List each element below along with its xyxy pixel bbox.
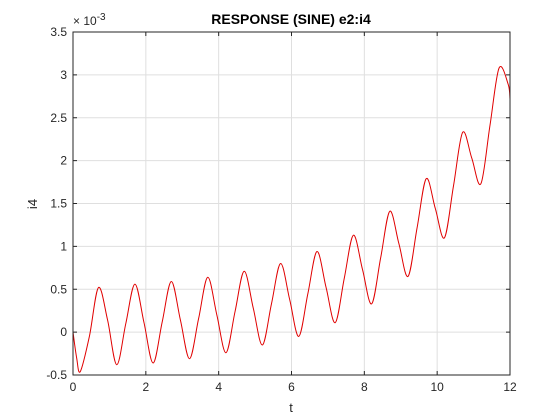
x-tick-label: 10 (430, 380, 444, 394)
y-exponent-label: × 10-3 (73, 12, 106, 28)
axis-ticks (72, 31, 511, 376)
y-tick-label: -0.5 (46, 368, 67, 382)
x-tick-label: 8 (361, 380, 368, 394)
y-tick-label: 2 (60, 154, 67, 168)
y-tick-label: 1.5 (50, 197, 67, 211)
x-axis-label: t (289, 400, 293, 415)
chart-title: RESPONSE (SINE) e2:i4 (211, 11, 371, 27)
y-axis-label: i4 (25, 199, 40, 209)
y-tick-label: 3.5 (50, 25, 67, 39)
x-tick-label: 4 (215, 380, 222, 394)
x-tick-label: 0 (70, 380, 77, 394)
y-tick-labels: -0.5 0 0.5 1 1.5 2 2.5 3 3.5 (46, 25, 67, 382)
y-tick-label: 2.5 (50, 111, 67, 125)
series-line (72, 66, 511, 373)
x-tick-labels: 0 2 4 6 8 10 12 (70, 380, 517, 394)
x-tick-label: 6 (288, 380, 295, 394)
y-exponent-base: × 10 (73, 14, 97, 28)
y-tick-label: 0.5 (50, 282, 67, 296)
x-tick-label: 12 (503, 380, 517, 394)
y-tick-label: 1 (60, 239, 67, 253)
y-tick-label: 0 (60, 325, 67, 339)
x-tick-label: 2 (142, 380, 149, 394)
y-exponent-power: -3 (97, 12, 106, 23)
y-tick-label: 3 (60, 68, 67, 82)
